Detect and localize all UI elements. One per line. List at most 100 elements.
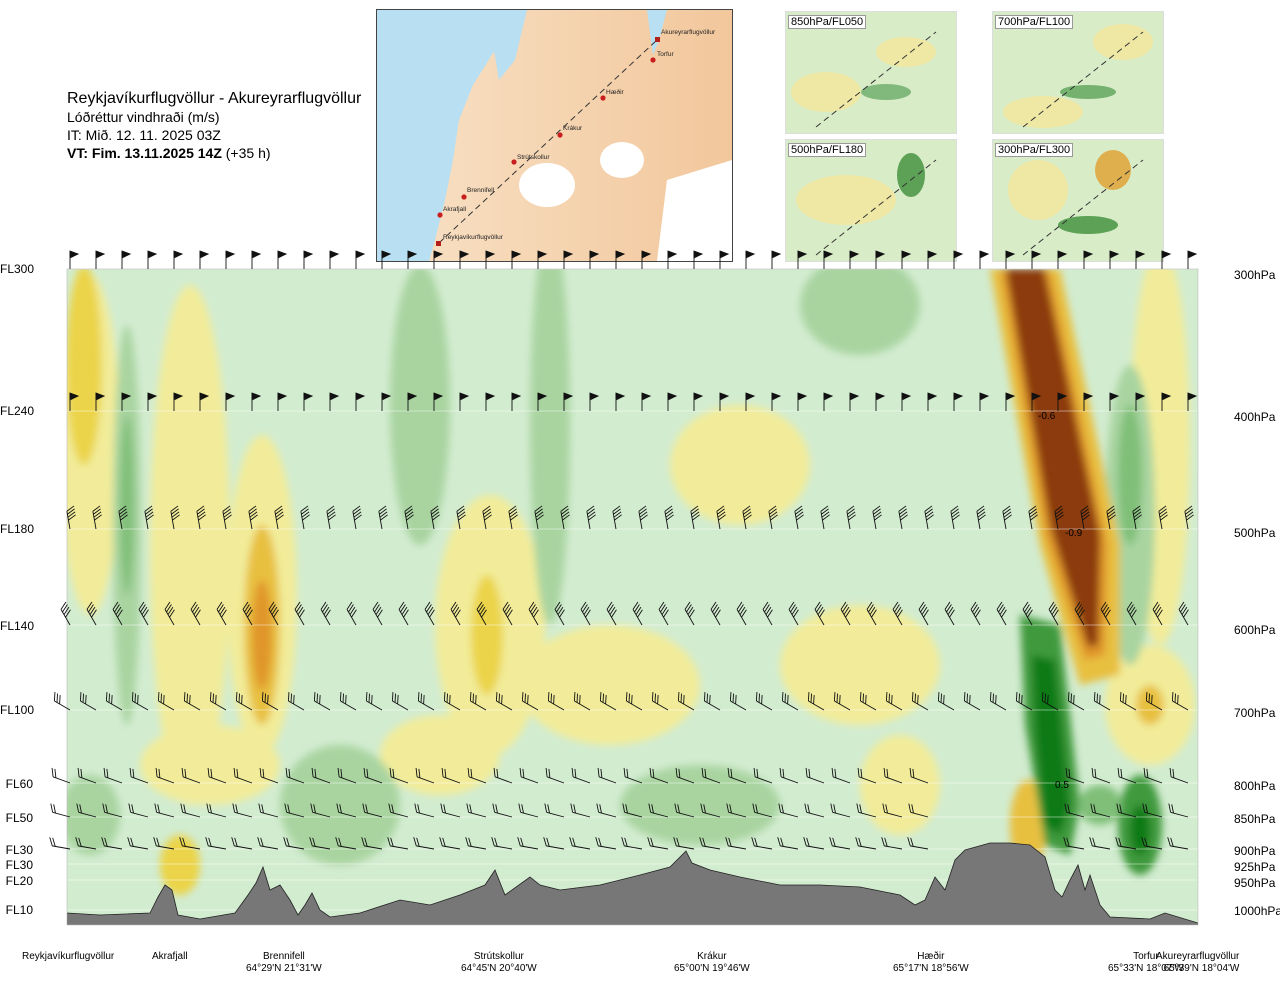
plot-frame	[66, 268, 1199, 926]
wind-barb	[518, 803, 539, 818]
wind-barb	[751, 837, 773, 850]
wind-barb	[1142, 803, 1163, 818]
wind-barb	[859, 692, 877, 711]
wind-barb	[762, 601, 773, 626]
wind-barb	[1091, 767, 1111, 784]
wind-barb	[823, 392, 834, 411]
wind-barb	[658, 601, 669, 626]
wind-barb	[622, 803, 643, 818]
wind-barb	[60, 601, 71, 626]
wind-barb	[157, 692, 175, 711]
wind-barb	[1089, 837, 1111, 850]
wind-barb	[49, 837, 71, 850]
wind-barb	[719, 392, 730, 411]
wind-barb	[69, 250, 80, 269]
wind-barb	[752, 803, 773, 818]
wind-barb	[482, 505, 492, 530]
wind-barb	[129, 767, 149, 784]
wind-barb	[924, 505, 934, 530]
wind-barb	[1057, 250, 1068, 269]
wind-barb	[225, 250, 236, 269]
mini-map-500[interactable]: 500hPa/FL180	[785, 139, 957, 262]
wind-barb	[805, 767, 825, 784]
wind-barb	[866, 601, 877, 626]
wind-barb	[569, 837, 591, 850]
wind-barb	[537, 250, 548, 269]
wind-barb	[225, 392, 236, 411]
wind-barb	[53, 692, 71, 711]
krakur-marker	[557, 132, 563, 138]
wind-barb	[979, 392, 990, 411]
wind-barb	[768, 505, 778, 530]
wind-barb	[612, 505, 622, 530]
wind-barb	[467, 767, 487, 784]
wind-barb	[336, 803, 357, 818]
wind-barb	[118, 505, 128, 530]
wind-barb	[963, 692, 981, 711]
wind-barb	[404, 505, 414, 530]
wind-barb	[424, 601, 435, 626]
wind-barb	[996, 601, 1007, 626]
wind-barb	[615, 392, 626, 411]
hpa-label: 500hPa	[1234, 526, 1276, 540]
wind-barb	[596, 803, 617, 818]
place-coord: 65°39'N 18°04'W	[1163, 963, 1240, 974]
place-coord: 65°33'N 18°07'W	[1108, 963, 1184, 974]
wind-barb	[857, 767, 877, 784]
wind-barb	[820, 505, 830, 530]
mini-map-850[interactable]: 850hPa/FL050	[785, 11, 957, 134]
wind-barb	[95, 250, 106, 269]
wind-barb	[830, 803, 851, 818]
wind-barb	[309, 837, 331, 850]
wind-barb	[544, 803, 565, 818]
wind-barb	[778, 803, 799, 818]
wind-barb	[667, 392, 678, 411]
wind-barb	[1057, 392, 1068, 411]
wind-barb	[1041, 692, 1059, 711]
wind-barb	[303, 250, 314, 269]
wind-barb	[597, 767, 617, 784]
wind-barb	[1141, 837, 1163, 850]
wind-barb	[1187, 392, 1198, 411]
mini-map-300[interactable]: 300hPa/FL300	[992, 139, 1164, 262]
wind-barb	[909, 767, 929, 784]
wind-barb	[563, 392, 574, 411]
place-coord: 64°45'N 20°40'W	[461, 963, 537, 974]
wind-barb	[92, 505, 102, 530]
wind-barb	[1074, 601, 1085, 626]
wind-barb	[363, 767, 383, 784]
valid-time-lead: (+35 h)	[221, 145, 271, 161]
wind-barb	[232, 803, 253, 818]
wind-barb	[1083, 392, 1094, 411]
mini-map-700[interactable]: 700hPa/FL100	[992, 11, 1164, 134]
chart-title-block: Reykjavíkurflugvöllur - Akureyrarflugvöl…	[67, 90, 361, 162]
wind-barb	[511, 250, 522, 269]
wind-barb	[898, 505, 908, 530]
wind-barb	[1031, 250, 1042, 269]
glacier-3	[657, 160, 732, 261]
wind-barb	[675, 767, 695, 784]
wind-barb	[753, 767, 773, 784]
wind-barb	[1167, 837, 1189, 850]
wind-barb	[127, 837, 149, 850]
wind-barb	[235, 692, 253, 711]
map-label-akureyri: Akureyrarflugvöllur	[661, 29, 716, 36]
wind-barb	[589, 392, 600, 411]
fl-label: FL10	[5, 903, 33, 917]
wind-barb	[407, 250, 418, 269]
sea-fjord	[487, 10, 527, 80]
wind-barb	[381, 392, 392, 411]
wind-barb	[545, 767, 565, 784]
wind-barb	[771, 392, 782, 411]
wind-barb	[625, 692, 643, 711]
wind-barb	[492, 803, 513, 818]
wind-barb	[164, 601, 175, 626]
wind-barb	[703, 692, 721, 711]
wind-barb	[339, 692, 357, 711]
wind-barb	[259, 767, 279, 784]
fl-label: FL180	[0, 522, 35, 536]
wind-barb	[649, 767, 669, 784]
wind-barb	[287, 692, 305, 711]
wind-barb	[153, 837, 175, 850]
wind-barb	[729, 692, 747, 711]
